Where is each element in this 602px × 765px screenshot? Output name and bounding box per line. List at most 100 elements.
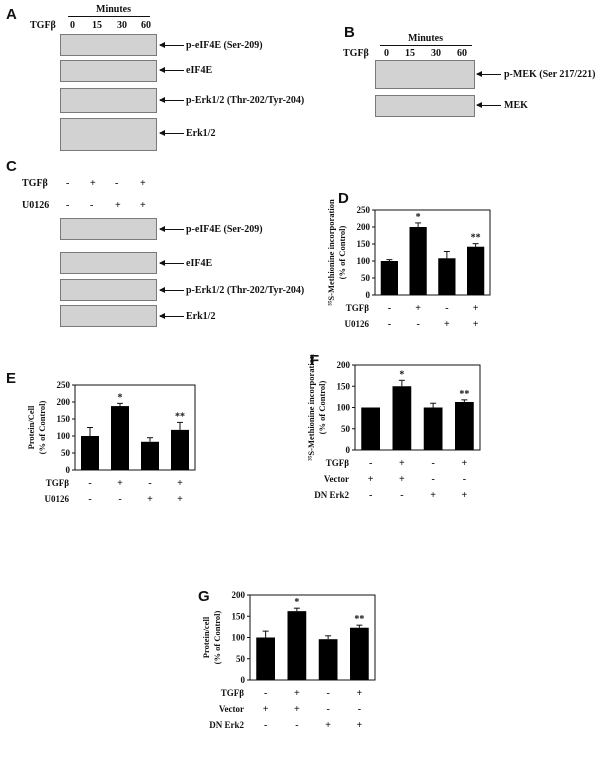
significance-marker: **	[459, 389, 469, 400]
arrow-icon	[476, 102, 501, 108]
y-tick-label: 100	[337, 403, 351, 413]
band-label: Erk1/2	[186, 311, 216, 322]
bar	[392, 386, 412, 450]
condition-sign: +	[430, 490, 436, 501]
condition-sign: +	[399, 458, 405, 469]
condition-sign: +	[117, 478, 123, 489]
condition-sign: -	[388, 303, 391, 314]
bar	[455, 401, 474, 450]
bar	[287, 611, 307, 680]
y-tick-label: 250	[357, 205, 371, 215]
y-tick-label: 200	[337, 360, 351, 370]
condition-sign: +	[357, 720, 363, 731]
condition-sign: -	[66, 200, 70, 211]
arrow-icon	[159, 226, 184, 232]
condition-sign: +	[444, 319, 450, 330]
panel-b-timepoint: 0	[384, 48, 389, 59]
condition-label: DN Erk2	[314, 490, 349, 500]
y-tick-label: 0	[366, 290, 371, 300]
condition-label: TGFβ	[46, 478, 70, 488]
y-axis-label: (% of Control)	[37, 400, 47, 454]
chart-panel-f: 0 50 100 150 200 ³⁵S-Methionine incorporation…	[306, 354, 481, 501]
plot-frame	[374, 209, 491, 296]
condition-sign: -	[115, 178, 119, 189]
condition-label: TGFβ	[346, 303, 370, 313]
panel-a-timepoint: 0	[70, 20, 75, 31]
bar	[350, 627, 369, 680]
y-tick-label: 100	[232, 633, 246, 643]
plot-frame	[74, 384, 196, 471]
panel-letter-c: C	[6, 158, 17, 175]
condition-sign: +	[263, 704, 269, 715]
condition-sign: +	[147, 494, 153, 505]
y-tick-label: 50	[61, 448, 71, 458]
condition-label: DN Erk2	[209, 720, 244, 730]
condition-sign: +	[325, 720, 331, 731]
blot-a-p-erk	[60, 88, 157, 113]
condition-sign: -	[326, 704, 329, 715]
panel-b-treatment-label: TGFβ	[343, 48, 369, 59]
condition-sign: -	[88, 478, 91, 489]
condition-sign: +	[294, 704, 300, 715]
condition-sign: +	[462, 458, 468, 469]
significance-marker: *	[118, 392, 123, 403]
blot-a-p-eif4e	[60, 34, 157, 56]
y-tick-label: 150	[57, 414, 71, 424]
panel-b-timepoint: 15	[405, 48, 415, 59]
blot-b-mek	[375, 95, 475, 117]
bar	[423, 407, 443, 450]
significance-marker: *	[399, 369, 404, 380]
y-tick-label: 250	[57, 380, 71, 390]
panel-a-minutes-header: Minutes	[96, 4, 131, 15]
y-axis-label: ³⁵S-Methionine incorporation	[326, 199, 336, 306]
significance-marker: *	[416, 212, 421, 223]
condition-sign: -	[326, 688, 329, 699]
arrow-icon	[159, 42, 184, 48]
significance-marker: **	[354, 614, 364, 625]
blot-c-erk	[60, 305, 157, 327]
condition-sign: +	[462, 490, 468, 501]
bar	[81, 436, 99, 470]
condition-sign: +	[357, 688, 363, 699]
chart-panel-d: 0 50 100 150 200 250 ³⁵S-Methionine incorporat…	[326, 199, 491, 330]
condition-sign: +	[415, 303, 421, 314]
arrow-icon	[159, 67, 184, 73]
panel-a-treatment-label: TGFβ	[30, 20, 56, 31]
condition-label: TGFβ	[221, 688, 245, 698]
blot-c-eif4e	[60, 252, 157, 274]
bar	[409, 227, 427, 295]
condition-sign: +	[90, 178, 96, 189]
condition-label: Vector	[324, 474, 349, 484]
y-tick-label: 200	[357, 222, 371, 232]
condition-sign: +	[473, 303, 479, 314]
blot-a-erk	[60, 118, 157, 151]
panel-a-header-line	[68, 16, 150, 17]
condition-sign: +	[368, 474, 374, 485]
condition-sign: -	[416, 319, 419, 330]
condition-sign: -	[369, 458, 372, 469]
blot-b-p-mek	[375, 60, 475, 89]
y-tick-label: 0	[66, 465, 71, 475]
panel-b-timepoint: 30	[431, 48, 441, 59]
band-label: MEK	[504, 100, 528, 111]
band-label: p-eIF4E (Ser-209)	[186, 40, 263, 51]
panel-letter-d: D	[338, 190, 349, 207]
bar	[318, 639, 338, 680]
significance-marker: **	[175, 411, 185, 422]
band-label: p-Erk1/2 (Thr-202/Tyr-204)	[186, 285, 305, 296]
condition-sign: +	[473, 319, 479, 330]
y-tick-label: 150	[232, 611, 246, 621]
panel-letter-e: E	[6, 370, 17, 387]
y-axis-label: (% of Control)	[317, 380, 327, 434]
band-label: Erk1/2	[186, 128, 216, 139]
condition-sign: +	[177, 494, 183, 505]
panel-b-header-line	[380, 45, 472, 46]
condition-sign: -	[90, 200, 94, 211]
condition-sign: -	[295, 720, 298, 731]
bar	[467, 246, 485, 295]
arrow-icon	[159, 130, 184, 136]
significance-marker: **	[471, 233, 481, 244]
band-label: eIF4E	[186, 258, 213, 269]
y-tick-label: 50	[361, 273, 371, 283]
condition-sign: +	[140, 178, 146, 189]
